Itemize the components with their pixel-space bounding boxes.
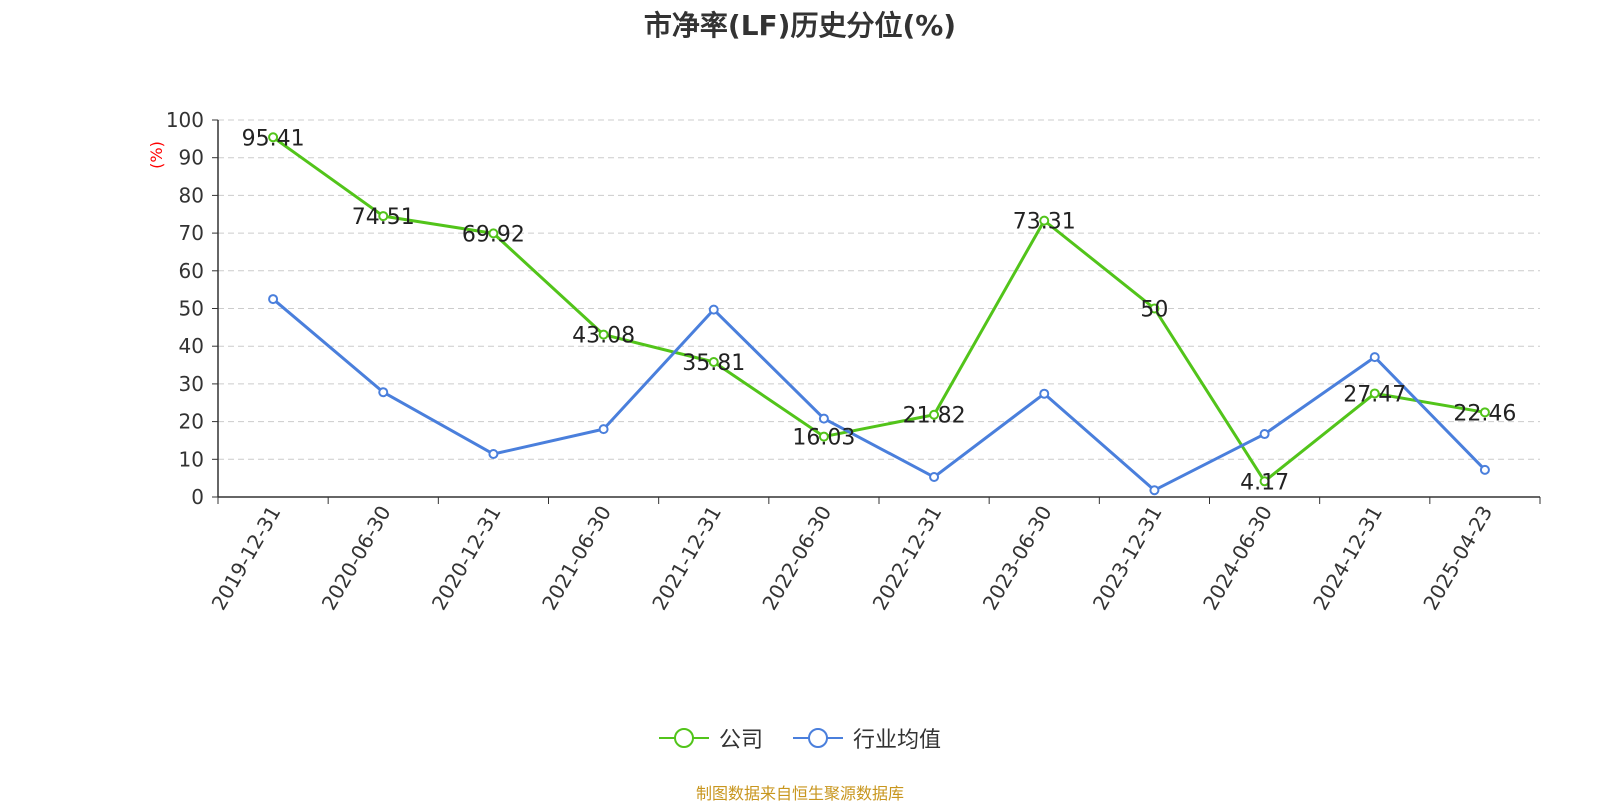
x-tick-label: 2021-06-30 [537, 502, 616, 615]
data-point [1259, 476, 1270, 487]
y-tick-label: 100 [166, 108, 204, 132]
x-tick-label: 2022-06-30 [757, 502, 836, 615]
x-tick-label: 2023-12-31 [1088, 502, 1167, 615]
y-tick-label: 70 [179, 221, 204, 245]
grid-lines [218, 119, 1540, 460]
x-tick-label: 2019-12-31 [207, 502, 286, 615]
data-point [708, 356, 719, 367]
data-label: 27.47 [1343, 382, 1406, 407]
legend-item-industry[interactable]: 行业均值 [793, 722, 941, 754]
legend: 公司 行业均值 [0, 722, 1600, 754]
data-point [1369, 388, 1380, 399]
data-point [708, 304, 719, 315]
y-tick-label: 40 [179, 334, 204, 358]
series-group [268, 132, 1490, 496]
data-point [268, 132, 279, 143]
data-point [929, 472, 940, 483]
y-tick-label: 20 [179, 410, 204, 434]
y-tick-label: 10 [179, 447, 204, 471]
source-footer: 制图数据来自恒生聚源数据库 [695, 784, 904, 803]
data-labels: 95.41 74.51 69.92 43.08 35.81 16.03 21.82 73.31… [242, 126, 1517, 495]
data-point [1479, 464, 1490, 475]
data-label: 69.92 [462, 222, 525, 247]
data-point [598, 329, 609, 340]
data-point [1039, 215, 1050, 226]
data-label: 16.03 [792, 426, 855, 451]
x-axis: 2019-12-31 2020-06-30 2020-12-31 2021-06-30… [207, 496, 1541, 615]
data-point [1149, 485, 1160, 496]
series-0 [268, 132, 1490, 487]
data-point [488, 228, 499, 239]
data-point [1479, 407, 1490, 418]
data-point [818, 431, 829, 442]
data-point [378, 211, 389, 222]
chart-title: 市净率(LF)历史分位(%) [643, 9, 957, 42]
y-tick-label: 90 [179, 146, 204, 170]
y-tick-label: 50 [179, 297, 204, 321]
line-chart: 0 10 20 30 40 50 60 70 80 90 100(%) 2019-12-31 2020… [147, 108, 1541, 615]
x-tick-label: 2020-06-30 [317, 502, 396, 615]
x-tick-label: 2024-06-30 [1198, 502, 1277, 615]
data-label: 22.46 [1453, 401, 1516, 426]
y-tick-label: 80 [179, 183, 204, 207]
data-label: 73.31 [1013, 210, 1076, 235]
y-tick-label: 30 [179, 372, 204, 396]
data-label: 35.81 [682, 351, 745, 376]
legend-item-company[interactable]: 公司 [658, 722, 763, 754]
data-point [1039, 388, 1050, 399]
data-point [929, 409, 940, 420]
x-tick-label: 2021-12-31 [647, 502, 726, 615]
x-tick-label: 2023-06-30 [978, 502, 1057, 615]
legend-label-industry: 行业均值 [853, 728, 942, 753]
data-point [598, 424, 609, 435]
series-line [272, 297, 1486, 492]
y-axis-label: (%) [147, 141, 166, 169]
data-point [818, 413, 829, 424]
data-label: 50 [1140, 298, 1168, 323]
data-point [1259, 429, 1270, 440]
data-point [378, 387, 389, 398]
data-label: 43.08 [572, 324, 635, 349]
data-label: 21.82 [903, 404, 966, 429]
x-tick-label: 2024-12-31 [1308, 502, 1387, 615]
legend-marker-company [658, 728, 709, 748]
y-axis: 0 10 20 30 40 50 60 70 80 90 100(%) [147, 108, 219, 509]
data-label: 74.51 [352, 205, 415, 230]
series-1 [268, 294, 1490, 496]
y-tick-label: 0 [191, 485, 204, 509]
x-tick-label: 2022-12-31 [868, 501, 947, 614]
data-label: 95.41 [242, 126, 305, 151]
data-point [268, 294, 279, 305]
x-tick-label: 2025-04-23 [1418, 502, 1497, 615]
data-point [1369, 352, 1380, 363]
data-point [488, 449, 499, 460]
legend-label-company: 公司 [718, 728, 763, 753]
series-line [272, 136, 1486, 483]
legend-marker-industry [793, 728, 843, 748]
x-tick-label: 2020-12-31 [427, 501, 506, 614]
data-point [1149, 303, 1160, 314]
y-tick-label: 60 [179, 259, 204, 283]
data-label: 4.17 [1240, 470, 1289, 495]
